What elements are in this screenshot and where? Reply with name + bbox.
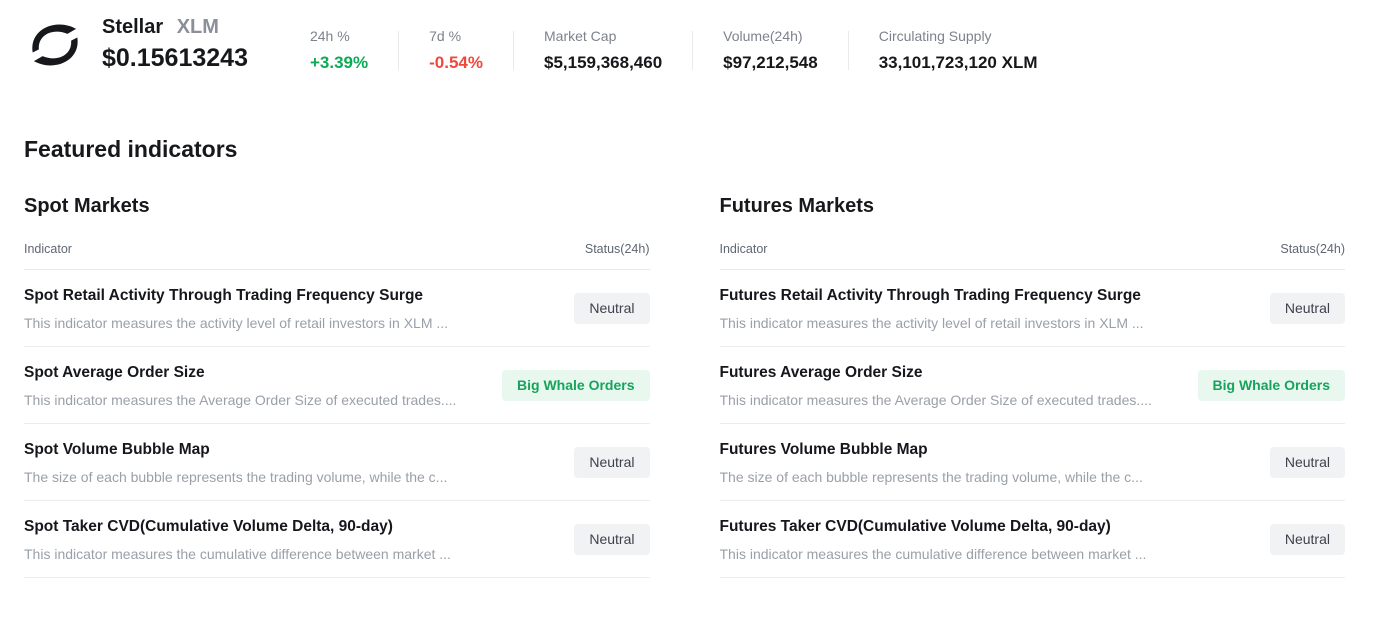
stats-divider [692,31,694,70]
indicator-text: Spot Retail Activity Through Trading Fre… [24,286,448,331]
indicator-row-futures-retail-activity[interactable]: Futures Retail Activity Through Trading … [719,270,1345,347]
indicator-row-futures-taker-cvd[interactable]: Futures Taker CVD(Cumulative Volume Delt… [719,501,1345,578]
spot-markets-title: Spot Markets [24,195,150,217]
stat-label: Market Cap [544,28,617,44]
coin-symbol: XLM [176,16,219,38]
coin-name-row: Stellar XLM [102,14,248,39]
indicator-text: Futures Retail Activity Through Trading … [720,286,1144,331]
stat-label: Circulating Supply [878,28,992,44]
stats-bar: 24h % +3.39% 7d % -0.54% Market Cap $5,1… [310,14,1068,73]
stellar-logo-icon [24,14,86,76]
stat-7d-change: 7d % -0.54% [399,28,513,73]
indicator-description: This indicator measures the Average Orde… [719,392,1152,408]
stat-value: 33,101,723,120 XLM [878,53,1038,72]
status-badge: Neutral [574,524,650,555]
futures-markets-section: Futures Markets Indicator Status(24h) Fu… [719,195,1345,578]
indicator-title[interactable]: Spot Taker CVD(Cumulative Volume Delta, … [24,518,393,535]
indicator-description: This indicator measures the activity lev… [719,315,1144,331]
page-title: Featured indicators [24,136,238,162]
indicator-title[interactable]: Futures Average Order Size [719,364,923,381]
indicator-title[interactable]: Spot Volume Bubble Map [24,441,210,458]
indicator-description: This indicator measures the Average Orde… [24,392,457,408]
indicator-column-header: Indicator [24,242,72,256]
status-badge: Neutral [1269,447,1345,478]
stat-circulating-supply: Circulating Supply 33,101,723,120 XLM [849,28,1068,73]
indicator-row-futures-average-order-size[interactable]: Futures Average Order Size This indicato… [719,347,1345,424]
stats-divider [398,31,400,70]
stat-value: -0.54% [429,53,483,72]
indicator-text: Futures Average Order Size This indicato… [720,363,1152,408]
status-badge: Neutral [574,293,650,324]
indicator-row-spot-average-order-size[interactable]: Spot Average Order Size This indicator m… [24,347,650,424]
table-header: Indicator Status(24h) [719,242,1345,270]
stat-24h-change: 24h % +3.39% [310,28,398,73]
stats-divider [847,31,849,70]
table-header: Indicator Status(24h) [24,242,650,270]
indicator-text: Futures Taker CVD(Cumulative Volume Delt… [720,517,1147,562]
status-badge: Big Whale Orders [1197,370,1345,401]
markets-columns: Spot Markets Indicator Status(24h) Spot … [24,195,1345,578]
indicator-text: Spot Taker CVD(Cumulative Volume Delta, … [24,517,451,562]
coin-price: $0.15613243 [102,44,248,72]
stats-divider [513,31,514,70]
status-badge: Neutral [1269,293,1345,324]
indicator-row-futures-volume-bubble-map[interactable]: Futures Volume Bubble Map The size of ea… [719,424,1345,501]
indicator-text: Spot Volume Bubble Map The size of each … [24,440,447,485]
featured-indicators-page: Featured indicators Spot Markets Indicat… [0,136,1390,578]
indicator-row-spot-taker-cvd[interactable]: Spot Taker CVD(Cumulative Volume Delta, … [24,501,650,578]
indicator-description: The size of each bubble represents the t… [719,469,1143,485]
indicator-title[interactable]: Futures Volume Bubble Map [719,441,928,458]
stat-market-cap: Market Cap $5,159,368,460 [514,28,692,73]
indicator-text: Spot Average Order Size This indicator m… [24,363,456,408]
indicator-description: This indicator measures the cumulative d… [24,546,451,562]
indicator-title[interactable]: Futures Retail Activity Through Trading … [719,287,1141,304]
stat-label: Volume(24h) [723,28,803,44]
indicator-text: Futures Volume Bubble Map The size of ea… [720,440,1143,485]
indicator-row-spot-retail-activity[interactable]: Spot Retail Activity Through Trading Fre… [24,270,650,347]
indicator-row-spot-volume-bubble-map[interactable]: Spot Volume Bubble Map The size of each … [24,424,650,501]
coin-header: Stellar XLM $0.15613243 24h % +3.39% 7d … [0,0,1390,76]
coin-info: Stellar XLM $0.15613243 [102,14,248,73]
coin-name: Stellar [102,16,164,38]
stat-label: 7d % [429,28,462,44]
spot-markets-section: Spot Markets Indicator Status(24h) Spot … [24,195,650,578]
indicator-description: This indicator measures the activity lev… [24,315,449,331]
stat-label: 24h % [309,28,350,44]
status-badge: Neutral [1269,524,1345,555]
stat-value: $5,159,368,460 [544,53,663,72]
futures-markets-title: Futures Markets [719,195,875,217]
stat-volume-24h: Volume(24h) $97,212,548 [693,28,848,73]
status-column-header: Status(24h) [1280,242,1345,256]
indicator-title[interactable]: Spot Average Order Size [24,364,205,381]
indicator-title[interactable]: Futures Taker CVD(Cumulative Volume Delt… [719,518,1111,535]
indicator-description: The size of each bubble represents the t… [24,469,448,485]
stat-value: +3.39% [309,53,369,72]
indicator-description: This indicator measures the cumulative d… [719,546,1147,562]
status-badge: Big Whale Orders [502,370,650,401]
indicator-column-header: Indicator [719,242,768,256]
indicator-title[interactable]: Spot Retail Activity Through Trading Fre… [24,287,424,304]
status-column-header: Status(24h) [584,242,650,256]
stat-value: $97,212,548 [723,53,818,72]
status-badge: Neutral [574,447,650,478]
